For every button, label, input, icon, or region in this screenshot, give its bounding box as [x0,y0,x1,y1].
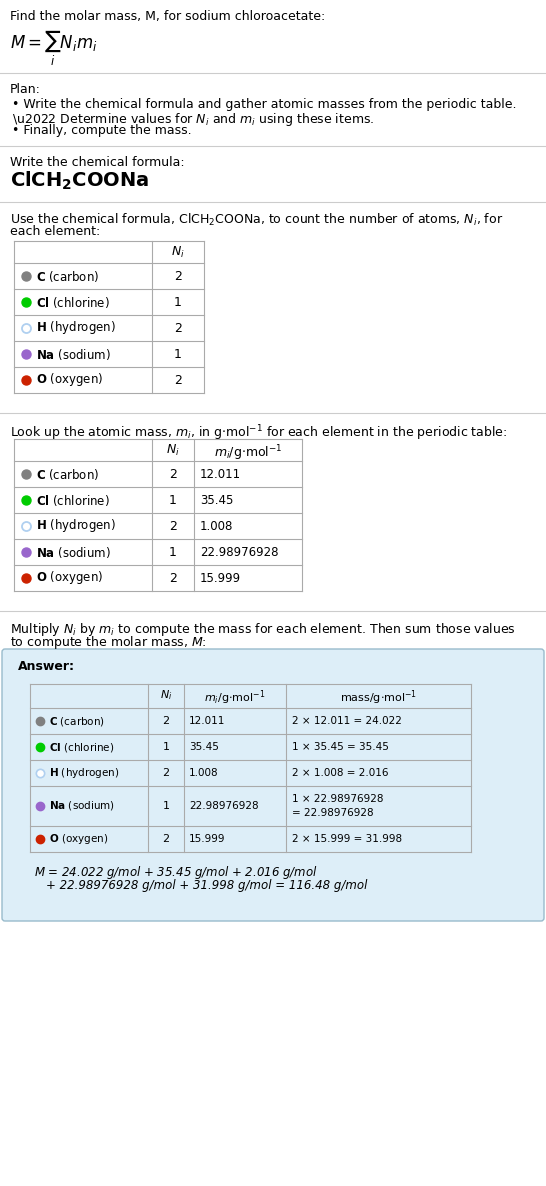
Text: $N_i$: $N_i$ [166,444,180,458]
Text: $M = \sum_i N_i m_i$: $M = \sum_i N_i m_i$ [10,28,97,68]
Text: 1: 1 [163,742,169,752]
Text: $\mathbf{Na}$ (sodium): $\mathbf{Na}$ (sodium) [49,799,115,812]
Text: $\mathbf{O}$ (oxygen): $\mathbf{O}$ (oxygen) [36,569,103,587]
Text: 2 × 12.011 = 24.022: 2 × 12.011 = 24.022 [292,716,402,726]
Text: 1: 1 [163,801,169,811]
Text: 1: 1 [174,347,182,361]
Text: $M$ = 24.022 g/mol + 35.45 g/mol + 2.016 g/mol: $M$ = 24.022 g/mol + 35.45 g/mol + 2.016… [34,863,318,881]
Text: 2: 2 [163,769,170,778]
Text: 2 × 1.008 = 2.016: 2 × 1.008 = 2.016 [292,769,389,778]
Text: 12.011: 12.011 [200,467,241,480]
Text: 2: 2 [169,467,177,480]
Text: 2: 2 [174,321,182,334]
Text: to compute the molar mass, $M$:: to compute the molar mass, $M$: [10,635,206,651]
Text: each element:: each element: [10,225,100,238]
Text: 22.98976928: 22.98976928 [200,546,278,559]
Text: Look up the atomic mass, $m_i$, in g$\cdot$mol$^{-1}$ for each element in the pe: Look up the atomic mass, $m_i$, in g$\cd… [10,423,507,442]
Text: $\mathbf{Na}$ (sodium): $\mathbf{Na}$ (sodium) [36,346,111,362]
Text: 2: 2 [169,519,177,533]
Text: 35.45: 35.45 [200,493,233,506]
Text: 1.008: 1.008 [200,519,233,533]
Text: $\mathbf{Cl}$ (chlorine): $\mathbf{Cl}$ (chlorine) [36,294,110,310]
Text: mass/g$\cdot$mol$^{-1}$: mass/g$\cdot$mol$^{-1}$ [340,688,417,707]
Text: $\mathbf{H}$ (hydrogen): $\mathbf{H}$ (hydrogen) [36,517,116,535]
Text: $\mathbf{Na}$ (sodium): $\mathbf{Na}$ (sodium) [36,544,111,560]
Text: $\mathbf{C}$ (carbon): $\mathbf{C}$ (carbon) [36,268,99,283]
Text: Multiply $N_i$ by $m_i$ to compute the mass for each element. Then sum those val: Multiply $N_i$ by $m_i$ to compute the m… [10,621,516,638]
Text: 1: 1 [174,295,182,308]
Text: $\mathbf{H}$ (hydrogen): $\mathbf{H}$ (hydrogen) [36,319,116,337]
Text: 2: 2 [174,269,182,282]
Text: Use the chemical formula, $\mathrm{ClCH_2COONa}$, to count the number of atoms, : Use the chemical formula, $\mathrm{ClCH_… [10,212,503,228]
Text: 2: 2 [163,716,170,726]
Text: Find the molar mass, M, for sodium chloroacetate:: Find the molar mass, M, for sodium chlor… [10,9,325,23]
Text: 1.008: 1.008 [189,769,218,778]
Text: Answer:: Answer: [18,659,75,672]
Text: 15.999: 15.999 [200,572,241,585]
Text: 2: 2 [169,572,177,585]
Text: $\mathbf{H}$ (hydrogen): $\mathbf{H}$ (hydrogen) [49,766,120,780]
Text: $\mathbf{O}$ (oxygen): $\mathbf{O}$ (oxygen) [36,371,103,389]
Text: 12.011: 12.011 [189,716,225,726]
Text: 1: 1 [169,493,177,506]
Text: 1 × 35.45 = 35.45: 1 × 35.45 = 35.45 [292,742,389,752]
Text: \u2022 Determine values for $N_i$ and $m_i$ using these items.: \u2022 Determine values for $N_i$ and $m… [12,111,375,128]
Text: 2: 2 [163,834,170,844]
Text: 35.45: 35.45 [189,742,219,752]
Text: 1 × 22.98976928: 1 × 22.98976928 [292,793,383,804]
Text: 22.98976928: 22.98976928 [189,801,259,811]
Text: = 22.98976928: = 22.98976928 [292,808,373,818]
Text: $\mathbf{ClCH_2COONa}$: $\mathbf{ClCH_2COONa}$ [10,170,149,192]
Text: • Finally, compute the mass.: • Finally, compute the mass. [12,125,192,138]
FancyBboxPatch shape [2,649,544,922]
Text: 15.999: 15.999 [189,834,225,844]
Text: $N_i$: $N_i$ [171,246,185,260]
Text: $\mathbf{Cl}$ (chlorine): $\mathbf{Cl}$ (chlorine) [36,492,110,508]
Text: $\mathbf{Cl}$ (chlorine): $\mathbf{Cl}$ (chlorine) [49,740,114,753]
Text: $N_i$: $N_i$ [160,688,172,702]
Text: 2 × 15.999 = 31.998: 2 × 15.999 = 31.998 [292,834,402,844]
Text: • Write the chemical formula and gather atomic masses from the periodic table.: • Write the chemical formula and gather … [12,98,517,111]
Text: $m_i$/g$\cdot$mol$^{-1}$: $m_i$/g$\cdot$mol$^{-1}$ [204,688,265,707]
Text: Write the chemical formula:: Write the chemical formula: [10,157,185,168]
Text: 1: 1 [169,546,177,559]
Text: 2: 2 [174,374,182,387]
Text: $\mathbf{O}$ (oxygen): $\mathbf{O}$ (oxygen) [49,833,109,846]
Text: $\mathbf{C}$ (carbon): $\mathbf{C}$ (carbon) [36,466,99,482]
Text: $\mathbf{C}$ (carbon): $\mathbf{C}$ (carbon) [49,714,105,727]
Text: Plan:: Plan: [10,83,41,96]
Text: $m_i$/g$\cdot$mol$^{-1}$: $m_i$/g$\cdot$mol$^{-1}$ [213,444,282,463]
Text: + 22.98976928 g/mol + 31.998 g/mol = 116.48 g/mol: + 22.98976928 g/mol + 31.998 g/mol = 116… [46,879,367,892]
